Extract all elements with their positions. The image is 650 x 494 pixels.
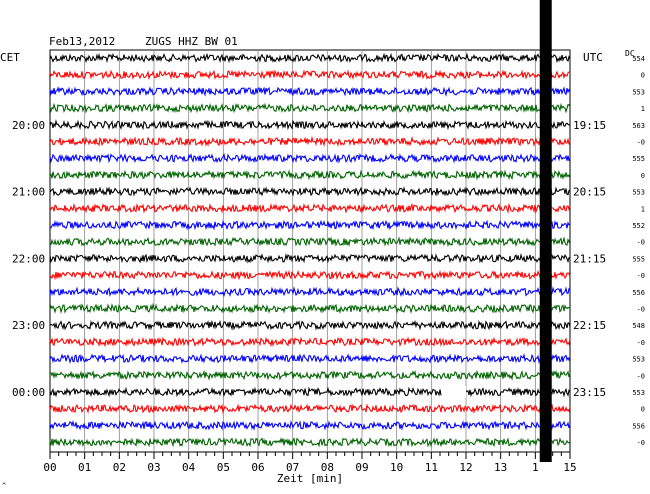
- dc-value: -0: [637, 339, 645, 347]
- x-tick-label: 00: [43, 461, 56, 474]
- dc-value-labels: 554 0 553 1 563 -0 555 0 553 1 552 -0 555 -0 556 -0 548 -…: [632, 55, 645, 447]
- x-axis: 00 01 02 03 04 05 06 07 08 09 10 11 12 13 1 15: [43, 452, 577, 474]
- dc-value: 556: [632, 289, 645, 297]
- seismic-trace: [49, 186, 571, 197]
- right-time-label: 23:15: [573, 386, 606, 399]
- right-time-labels: 19:15 20:15 21:15 22:15 23:15: [573, 119, 606, 399]
- right-time-label: 22:15: [573, 319, 606, 332]
- seismic-trace: [49, 202, 571, 214]
- x-tick-label: 07: [286, 461, 299, 474]
- seismic-trace: [49, 135, 571, 147]
- x-tick-label: 09: [355, 461, 368, 474]
- dc-value: 0: [641, 72, 645, 80]
- data-gap-block: [441, 386, 466, 398]
- x-tick-label: 13: [494, 461, 507, 474]
- x-tick-label: 15: [563, 461, 576, 474]
- seismic-trace: [49, 86, 571, 97]
- x-tick-label: 08: [321, 461, 334, 474]
- dc-value: -0: [637, 139, 645, 147]
- seismic-trace: [49, 286, 571, 298]
- left-timezone-label: CET: [0, 51, 20, 64]
- dc-value: 548: [632, 322, 645, 330]
- x-tick-label: 03: [147, 461, 160, 474]
- x-axis-title: Zeit [min]: [277, 472, 343, 485]
- dc-value: 556: [632, 422, 645, 430]
- seismic-trace: [49, 420, 571, 431]
- seismic-trace: [49, 152, 571, 164]
- seismic-trace: [49, 102, 571, 114]
- seismic-trace: [49, 69, 571, 81]
- dc-value: -0: [637, 306, 645, 314]
- corner-mark: ^: [2, 482, 6, 490]
- dc-value: -0: [637, 272, 645, 280]
- dc-value: 0: [641, 172, 645, 180]
- data-gap: [441, 386, 466, 398]
- dc-value: 552: [632, 222, 645, 230]
- left-time-label: 00:00: [12, 386, 45, 399]
- dc-value: 553: [632, 389, 645, 397]
- left-time-labels: 20:00 21:00 22:00 23:00 00:00: [12, 119, 45, 399]
- trace-group: [49, 52, 571, 448]
- right-time-label: 19:15: [573, 119, 606, 132]
- x-tick-label: 04: [182, 461, 196, 474]
- x-tick-label: 02: [113, 461, 126, 474]
- dc-value: 1: [641, 105, 645, 113]
- x-tick-label: 12: [459, 461, 472, 474]
- dc-value: 553: [632, 88, 645, 96]
- left-time-label: 23:00: [12, 319, 45, 332]
- left-time-label: 21:00: [12, 186, 45, 199]
- seismic-trace: [49, 169, 571, 181]
- seismic-trace: [49, 437, 571, 448]
- chart-date: Feb13,2012: [49, 35, 115, 48]
- seismic-trace: [49, 269, 571, 281]
- seismic-trace: [50, 219, 571, 231]
- dc-value: 1: [641, 205, 645, 213]
- seismic-trace: [49, 336, 571, 348]
- seismic-trace: [49, 403, 571, 415]
- right-time-label: 21:15: [573, 252, 606, 265]
- x-tick-label: 11: [425, 461, 438, 474]
- seismic-trace: [49, 52, 571, 64]
- dc-value: -0: [637, 439, 645, 447]
- dc-value: -0: [637, 239, 645, 247]
- x-tick-label: 01: [78, 461, 91, 474]
- left-time-label: 22:00: [12, 252, 45, 265]
- x-tick-label: 05: [217, 461, 230, 474]
- x-tick-label: 1: [532, 461, 539, 474]
- dc-value: 555: [632, 255, 645, 263]
- dc-header-label: DC: [625, 49, 635, 58]
- right-time-label: 20:15: [573, 186, 606, 199]
- dc-value: 563: [632, 122, 645, 130]
- x-tick-label: 06: [251, 461, 264, 474]
- dc-value: 553: [632, 356, 645, 364]
- seismic-trace: [49, 302, 571, 315]
- seismic-trace: [49, 369, 571, 381]
- event-bar: [539, 0, 552, 462]
- left-time-label: 20:00: [12, 119, 45, 132]
- seismic-trace: [49, 236, 571, 248]
- dc-value: 553: [632, 189, 645, 197]
- dc-value: 555: [632, 155, 645, 163]
- x-tick-label: 10: [390, 461, 403, 474]
- dc-value: -0: [637, 372, 645, 380]
- dc-value: 0: [641, 406, 645, 414]
- event-bar-rect: [539, 0, 552, 462]
- seismic-trace: [49, 252, 571, 264]
- right-timezone-label: UTC: [583, 51, 603, 64]
- seismic-trace: [49, 319, 571, 331]
- seismic-trace: [49, 353, 571, 364]
- seismic-trace: [49, 386, 571, 398]
- chart-station: ZUGS HHZ BW 01: [145, 35, 238, 48]
- seismic-trace: [49, 119, 571, 131]
- dc-value: 554: [632, 55, 645, 63]
